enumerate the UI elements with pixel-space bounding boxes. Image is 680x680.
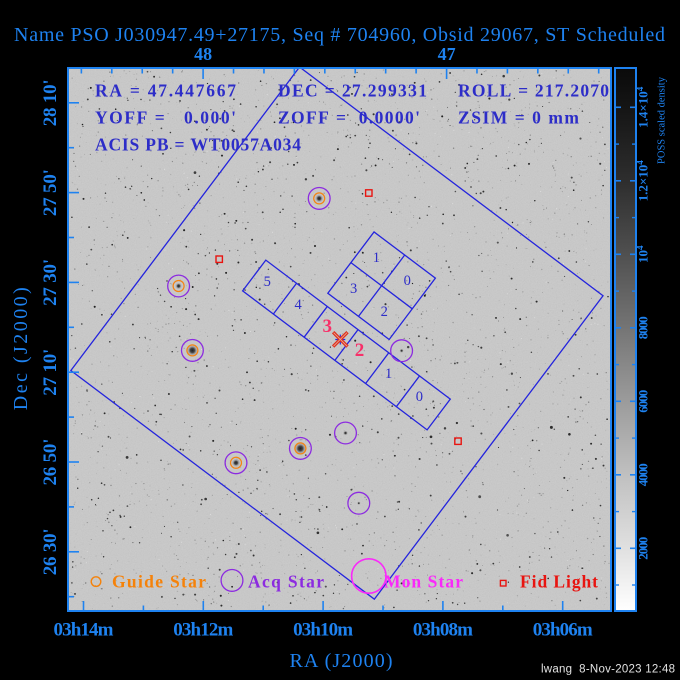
svg-text:28 10': 28 10'	[40, 79, 61, 126]
svg-text:4: 4	[294, 297, 302, 313]
svg-text:03h08m: 03h08m	[413, 620, 473, 641]
svg-text:0: 0	[416, 389, 423, 405]
svg-text:03h06m: 03h06m	[533, 620, 593, 641]
svg-text:ZSIM = 0 mm: ZSIM = 0 mm	[458, 108, 579, 128]
svg-text:26 30': 26 30'	[40, 528, 61, 575]
svg-text:Name PSO J030947.49+27175, Seq: Name PSO J030947.49+27175, Seq # 704960,…	[14, 24, 665, 46]
svg-text:YOFF = 0.000': YOFF = 0.000'	[95, 108, 236, 128]
svg-text:DEC = 27.299331: DEC = 27.299331	[278, 81, 427, 101]
svg-text:Mon Star: Mon Star	[384, 572, 463, 592]
svg-text:27 50': 27 50'	[40, 169, 61, 216]
svg-text:1: 1	[385, 366, 392, 382]
svg-text:5: 5	[264, 274, 271, 290]
svg-text:Dec (J2000): Dec (J2000)	[10, 287, 32, 410]
svg-text:03h10m: 03h10m	[293, 620, 353, 641]
svg-text:3: 3	[350, 281, 357, 297]
svg-text:RA = 47.447667: RA = 47.447667	[95, 81, 236, 101]
svg-text:1.2×104: 1.2×104	[635, 160, 651, 202]
svg-text:2: 2	[381, 304, 388, 320]
svg-text:3: 3	[322, 316, 332, 337]
svg-text:1.4×104: 1.4×104	[635, 86, 651, 128]
svg-text:ACIS PB = WT0057A034: ACIS PB = WT0057A034	[95, 135, 301, 155]
svg-text:4000: 4000	[636, 463, 651, 486]
svg-text:48: 48	[194, 44, 212, 64]
svg-text:Acq Star: Acq Star	[248, 572, 324, 592]
svg-text:Fid Light: Fid Light	[520, 572, 598, 592]
svg-text:03h12m: 03h12m	[173, 620, 233, 641]
svg-text:27 10': 27 10'	[40, 349, 61, 396]
svg-text:POSS scaled density: POSS scaled density	[657, 76, 668, 164]
svg-text:Guide Star: Guide Star	[112, 572, 206, 592]
svg-text:lwang 8-Nov-2023 12:48: lwang 8-Nov-2023 12:48	[541, 664, 675, 676]
svg-text:03h14m: 03h14m	[54, 620, 114, 641]
svg-text:8000: 8000	[636, 316, 651, 339]
svg-text:27 30': 27 30'	[40, 259, 61, 306]
svg-text:ROLL = 217.2070: ROLL = 217.2070	[458, 81, 609, 101]
svg-text:1: 1	[373, 250, 380, 266]
svg-text:26 50': 26 50'	[40, 439, 61, 486]
svg-text:2000: 2000	[636, 537, 651, 560]
svg-text:ZOFF = 0.0000': ZOFF = 0.0000'	[278, 108, 420, 128]
svg-text:RA (J2000): RA (J2000)	[290, 650, 393, 672]
svg-text:0: 0	[404, 273, 411, 289]
svg-text:47: 47	[438, 44, 456, 64]
svg-text:2: 2	[355, 340, 365, 361]
svg-text:6000: 6000	[636, 390, 651, 413]
